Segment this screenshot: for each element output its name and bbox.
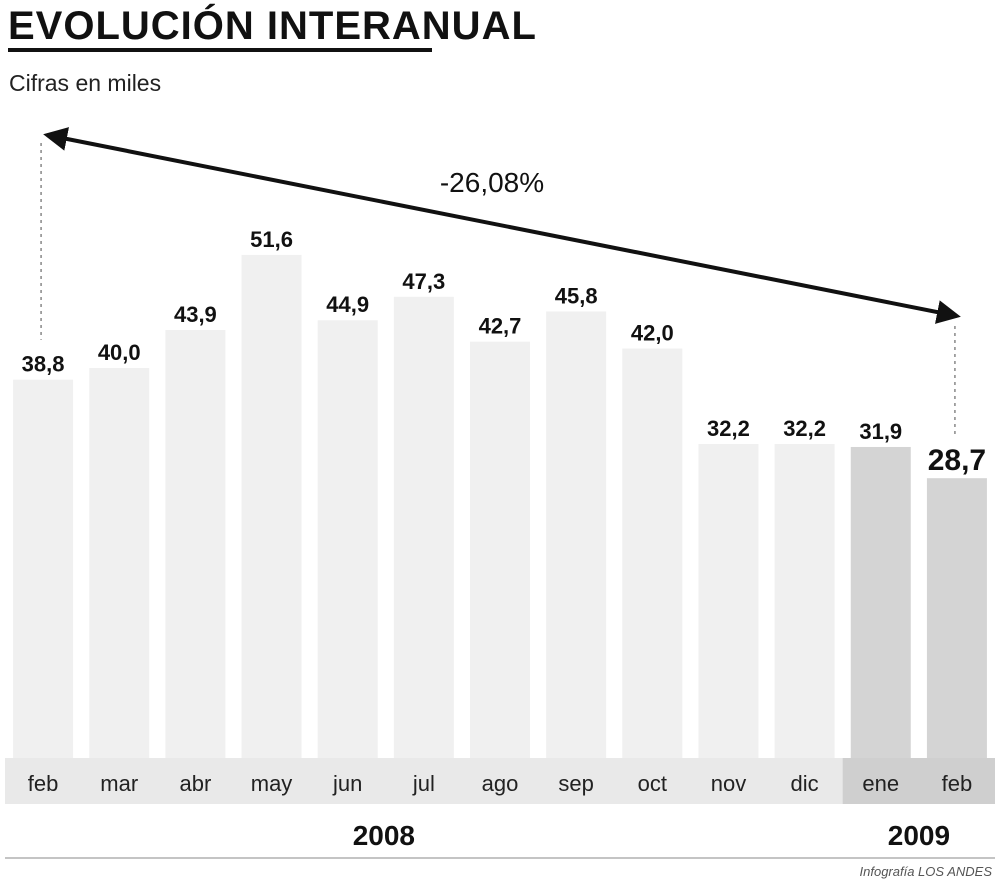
x-tick-label-10: dic [791,771,819,796]
value-label-5: 47,3 [402,269,445,294]
bar-jul-5 [393,296,454,758]
value-label-4: 44,9 [326,292,369,317]
x-tick-label-7: sep [558,771,593,796]
chart-title: EVOLUCIÓN INTERANUAL [8,4,537,48]
value-label-6: 42,7 [479,314,522,339]
bar-sep-7 [546,311,607,758]
value-label-9: 32,2 [707,416,750,441]
credit-text: Infografía LOS ANDES [859,864,992,879]
bar-mar-1 [89,368,150,758]
bar-nov-9 [698,444,759,758]
title-underline [8,48,432,52]
bar-may-3 [241,254,302,758]
category-band-2009 [842,758,995,804]
bar-ago-6 [470,341,530,758]
change-arrow [43,127,961,324]
value-label-7: 45,8 [555,283,598,308]
value-label-11: 31,9 [859,419,902,444]
bar-dic-10 [774,444,835,758]
value-label-10: 32,2 [783,416,826,441]
x-tick-label-5: jul [412,771,435,796]
x-tick-label-11: ene [862,771,899,796]
value-label-3: 51,6 [250,227,293,252]
x-tick-label-2: abr [179,771,211,796]
chart-subtitle: Cifras en miles [9,70,162,96]
x-tick-label-4: jun [332,771,362,796]
bar-jun-4 [317,320,378,758]
x-tick-label-8: oct [638,771,667,796]
x-tick-label-9: nov [711,771,746,796]
x-tick-label-12: feb [942,771,973,796]
x-tick-label-6: ago [482,771,519,796]
value-label-12: 28,7 [928,444,986,477]
bar-feb-12 [926,478,987,758]
bar-ene-11 [850,446,911,758]
bar-feb-0 [13,379,74,758]
category-band [5,758,995,804]
bar-abr-2 [165,329,226,758]
value-label-2: 43,9 [174,302,217,327]
year-label-2009: 2009 [888,820,950,851]
year-label-2008: 2008 [353,820,415,851]
value-label-1: 40,0 [98,340,141,365]
x-tick-label-3: may [251,771,293,796]
change-annotation-label: -26,08% [440,167,544,198]
value-label-8: 42,0 [631,321,674,346]
x-tick-label-1: mar [100,771,138,796]
value-label-0: 38,8 [22,352,65,377]
x-tick-label-0: feb [28,771,59,796]
bar-oct-8 [622,348,683,758]
